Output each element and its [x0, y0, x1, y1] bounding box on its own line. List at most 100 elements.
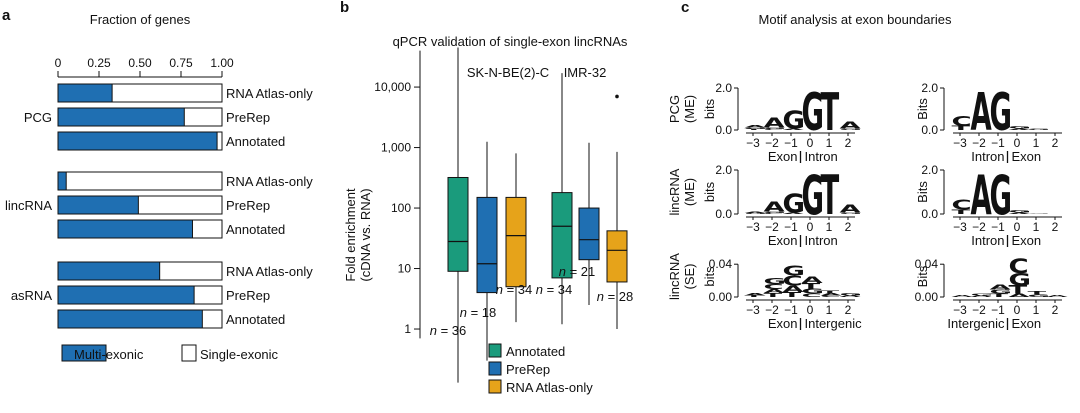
logo-letter-A: A: [783, 128, 804, 130]
logo-x-tick-label: −2: [765, 220, 779, 234]
row-label-line: PCG: [667, 95, 682, 123]
boundary-label-a: Intron: [971, 233, 1004, 248]
logo-letter-G: G: [1009, 210, 1032, 214]
logo-letter-G: G: [840, 292, 863, 296]
logo-x-tick-label: −1: [991, 220, 1005, 234]
logo-x-tick-label: −1: [991, 303, 1005, 317]
logo-y-label: bits: [702, 181, 717, 202]
logo-y-tick-label: 0.0: [921, 207, 938, 221]
logo-y-tick-label: 0.04: [915, 257, 939, 271]
y-axis-label-line: Fold enrichment: [343, 188, 358, 282]
bar-multi-exonic: [57, 83, 113, 103]
logo-x-tick-label: 0: [807, 303, 814, 317]
logo-letter-A: A: [745, 124, 767, 128]
logo-x-tick-label: 1: [1033, 220, 1040, 234]
logo-letter-A: A: [840, 203, 861, 215]
panel-b-qpcr-boxplot: b qPCR validation of single-exon lincRNAs…: [340, 0, 633, 395]
logo-letter-A: A: [745, 292, 767, 296]
group-label: asRNA: [11, 288, 53, 303]
logo-x-tick-label: −1: [784, 220, 798, 234]
legend-swatch-annotated: [488, 343, 502, 358]
y-tick-label: 10,000: [374, 80, 411, 94]
logo-y-label: Bits: [915, 181, 930, 203]
row-label-line: (SE): [682, 264, 697, 290]
y-axis-label: Fold enrichment(cDNA vs. RNA): [343, 188, 373, 282]
n-symbol: n: [559, 264, 566, 279]
x-tick-label: 0: [55, 56, 62, 70]
box-prerep: [578, 207, 600, 261]
logo-x-tick-label: 0: [1014, 303, 1021, 317]
x-tick-label: 0.75: [169, 56, 193, 70]
n-symbol: n: [430, 323, 437, 338]
logo-letter-T: T: [764, 292, 783, 299]
logo-letter-T: T: [783, 291, 802, 299]
logo-y-tick-label: 2.0: [921, 81, 938, 95]
logo-letter-G: G: [990, 165, 1013, 228]
logo-x-tick-label: −2: [765, 303, 779, 317]
logo-letter-G: G: [745, 213, 768, 215]
logo-letter-T: T: [821, 83, 840, 143]
bar-multi-exonic: [57, 261, 161, 281]
box-outlier-point: [615, 94, 619, 99]
box-prerep: [476, 196, 498, 294]
bar-category-label: PreRep: [226, 198, 270, 213]
logo-letter-A: A: [764, 200, 786, 216]
boundary-label-b: Exon: [1012, 316, 1042, 331]
logo-y-tick-label: 2.0: [715, 81, 732, 95]
n-value: = 21: [566, 264, 595, 279]
logo-letter-G: G: [840, 212, 863, 214]
row-label: lincRNA(ME): [667, 168, 697, 215]
y-tick-label: 1,000: [381, 141, 411, 155]
logo-letter-T: T: [745, 295, 765, 298]
logo-y-tick-label: 0.0: [715, 207, 732, 221]
chart-title: Motif analysis at exon boundaries: [759, 12, 952, 27]
x-tick-label: 1.00: [210, 56, 234, 70]
logo-letter-T: T: [1028, 290, 1048, 295]
panel-label-b: b: [340, 0, 349, 16]
bar-outline-single-exonic: [57, 171, 223, 191]
legend-swatch-multi-exonic: [61, 344, 107, 362]
cell-line-label: IMR-32: [564, 65, 607, 80]
logo-y-label: Bits: [915, 265, 930, 287]
logo-letter-C: C: [764, 129, 784, 131]
group-label: lincRNA: [5, 198, 52, 213]
legend-label-multi-exonic: Multi-exonic: [74, 347, 144, 362]
boundary-label-b: Intron: [805, 233, 838, 248]
logo-x-tick-label: −3: [746, 303, 760, 317]
logo-letter-G: G: [783, 264, 806, 280]
logo-x-tick-label: 0: [1014, 220, 1021, 234]
bar-multi-exonic: [57, 219, 193, 239]
box-n-label: n = 18: [460, 305, 497, 320]
boundary-label-b: Exon: [1012, 149, 1042, 164]
n-value: = 18: [467, 305, 496, 320]
bar-category-label: Annotated: [226, 134, 285, 149]
logo-x-tick-label: 2: [1052, 136, 1059, 150]
panel-label-c: c: [681, 0, 689, 16]
legend-label-annotated: Annotated: [506, 344, 565, 359]
logo-letter-A: A: [783, 212, 804, 214]
logo-letter-G: G: [971, 293, 994, 296]
row-label-line: lincRNA: [667, 253, 682, 300]
box-n-label: n = 28: [597, 289, 634, 304]
legend-label-prerep: PreRep: [506, 362, 550, 377]
logo-x-tick-label: −1: [784, 136, 798, 150]
box-n-label: n = 34: [536, 282, 573, 297]
row-label: PCG(ME): [667, 95, 697, 123]
logo-x-tick-label: 0: [807, 136, 814, 150]
boundary-label-b: Intron: [805, 149, 838, 164]
logo-letter-T: T: [990, 293, 1010, 298]
logo-letter-C: C: [764, 282, 784, 290]
logo-letter-G: G: [764, 276, 786, 285]
cell-line-label: SK-N-BE(2)-C: [467, 65, 549, 80]
logo-letter-G: G: [764, 127, 787, 129]
logo-x-tick-label: 1: [1033, 303, 1040, 317]
logo-letter-T: T: [802, 281, 821, 290]
logo-letter-C: C: [802, 293, 822, 298]
logo-x-tick-label: 1: [826, 303, 833, 317]
box-n-label: n = 21: [559, 264, 596, 279]
chart-title: qPCR validation of single-exon lincRNAs: [393, 34, 628, 49]
logo-letter-A: A: [764, 288, 786, 295]
n-value: = 28: [604, 289, 633, 304]
